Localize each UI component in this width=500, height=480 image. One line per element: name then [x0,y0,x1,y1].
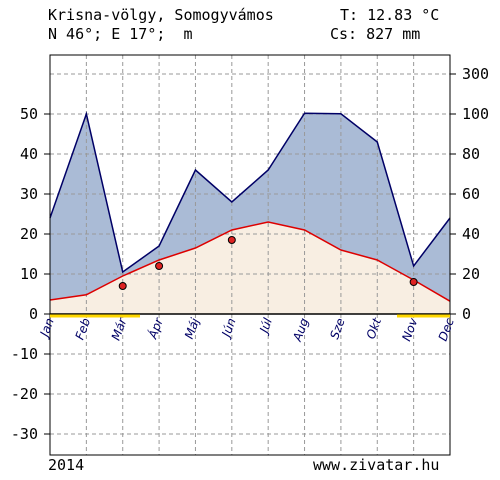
total-precipitation: Cs: 827 mm [330,25,421,43]
right-tick-label: 40 [462,225,480,243]
precipitation-line [49,111,451,274]
data-point [409,278,418,286]
site-label: www.zivatar.hu [313,456,440,474]
right-tick-label: 60 [462,185,480,203]
left-tick-label: 50 [20,105,38,123]
right-tick-label: 20 [462,265,480,283]
left-tick-label: 40 [20,145,38,163]
temperature-line [49,221,451,302]
left-tick-label: 0 [29,305,38,323]
location-title: Krisna-völgy, Somogyvámos [48,6,274,24]
plot-frame [49,54,451,456]
left-tick-label: -30 [11,425,38,443]
data-point [155,262,164,270]
left-tick-label: 30 [20,185,38,203]
month-label: Ápr [144,315,166,342]
mean-temperature: T: 12.83 °C [340,6,440,24]
data-point [227,236,236,244]
left-tick-label: 10 [20,265,38,283]
year-label: 2014 [48,456,85,474]
right-tick-label: 100 [462,105,489,123]
left-tick-label: 20 [20,225,38,243]
right-tick-label: 300 [462,65,489,83]
month-label: Jún [218,316,238,340]
coordinates: N 46°; E 17°; m [48,25,193,43]
month-label: Júl [256,316,275,337]
right-tick-label: 0 [462,305,471,323]
temperature-area [50,222,450,314]
data-point [118,282,127,290]
left-tick-label: -10 [11,345,38,363]
month-label: Jan [37,316,57,340]
month-label: Sze [327,316,347,341]
month-label: Máj [182,316,203,341]
right-tick-label: 80 [462,145,480,163]
left-tick-label: -20 [11,385,38,403]
